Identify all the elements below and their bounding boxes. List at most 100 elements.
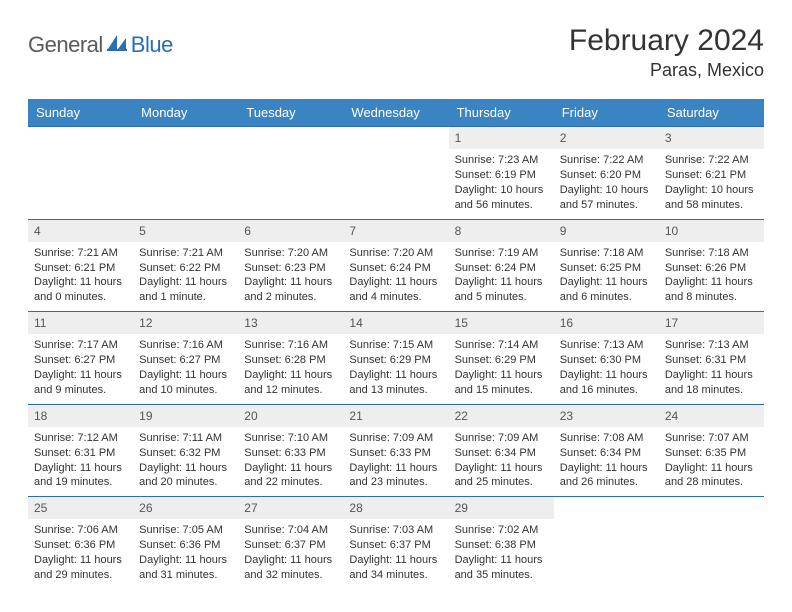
day-number: 24 xyxy=(659,405,764,427)
calendar-cell: 16Sunrise: 7:13 AMSunset: 6:30 PMDayligh… xyxy=(554,312,659,405)
calendar-cell: 27Sunrise: 7:04 AMSunset: 6:37 PMDayligh… xyxy=(238,497,343,589)
cell-content: Sunrise: 7:18 AMSunset: 6:26 PMDaylight:… xyxy=(659,242,764,311)
day-number: 21 xyxy=(343,405,448,427)
daylight-text: Daylight: 11 hours and 10 minutes. xyxy=(139,368,232,398)
cell-content: Sunrise: 7:18 AMSunset: 6:25 PMDaylight:… xyxy=(554,242,659,311)
calendar-cell: 22Sunrise: 7:09 AMSunset: 6:34 PMDayligh… xyxy=(449,404,554,497)
calendar-cell: 3Sunrise: 7:22 AMSunset: 6:21 PMDaylight… xyxy=(659,127,764,220)
cell-content: Sunrise: 7:02 AMSunset: 6:38 PMDaylight:… xyxy=(449,519,554,588)
day-number: 20 xyxy=(238,405,343,427)
sunset-text: Sunset: 6:22 PM xyxy=(139,261,232,276)
day-number: 12 xyxy=(133,312,238,334)
calendar-cell: 20Sunrise: 7:10 AMSunset: 6:33 PMDayligh… xyxy=(238,404,343,497)
cell-content: Sunrise: 7:23 AMSunset: 6:19 PMDaylight:… xyxy=(449,149,554,218)
sunset-text: Sunset: 6:34 PM xyxy=(560,446,653,461)
weekday-wednesday: Wednesday xyxy=(343,99,448,127)
daylight-text: Daylight: 11 hours and 35 minutes. xyxy=(455,553,548,583)
sunset-text: Sunset: 6:37 PM xyxy=(244,538,337,553)
calendar-cell: 21Sunrise: 7:09 AMSunset: 6:33 PMDayligh… xyxy=(343,404,448,497)
sunset-text: Sunset: 6:33 PM xyxy=(244,446,337,461)
calendar-cell xyxy=(28,127,133,220)
daylight-text: Daylight: 11 hours and 19 minutes. xyxy=(34,461,127,491)
daylight-text: Daylight: 11 hours and 2 minutes. xyxy=(244,275,337,305)
logo-text-general: General xyxy=(28,32,103,58)
calendar-cell: 12Sunrise: 7:16 AMSunset: 6:27 PMDayligh… xyxy=(133,312,238,405)
calendar-cell: 6Sunrise: 7:20 AMSunset: 6:23 PMDaylight… xyxy=(238,219,343,312)
weekday-header-row: Sunday Monday Tuesday Wednesday Thursday… xyxy=(28,99,764,127)
sunrise-text: Sunrise: 7:22 AM xyxy=(665,153,758,168)
day-number: 22 xyxy=(449,405,554,427)
calendar-cell xyxy=(238,127,343,220)
cell-content: Sunrise: 7:21 AMSunset: 6:21 PMDaylight:… xyxy=(28,242,133,311)
calendar-cell: 28Sunrise: 7:03 AMSunset: 6:37 PMDayligh… xyxy=(343,497,448,589)
cell-content: Sunrise: 7:19 AMSunset: 6:24 PMDaylight:… xyxy=(449,242,554,311)
day-number: 11 xyxy=(28,312,133,334)
sunset-text: Sunset: 6:32 PM xyxy=(139,446,232,461)
day-number: 15 xyxy=(449,312,554,334)
calendar-cell: 25Sunrise: 7:06 AMSunset: 6:36 PMDayligh… xyxy=(28,497,133,589)
day-number: 8 xyxy=(449,220,554,242)
weekday-monday: Monday xyxy=(133,99,238,127)
sunrise-text: Sunrise: 7:10 AM xyxy=(244,431,337,446)
sunset-text: Sunset: 6:36 PM xyxy=(34,538,127,553)
daylight-text: Daylight: 11 hours and 8 minutes. xyxy=(665,275,758,305)
calendar-cell: 18Sunrise: 7:12 AMSunset: 6:31 PMDayligh… xyxy=(28,404,133,497)
sunrise-text: Sunrise: 7:20 AM xyxy=(244,246,337,261)
calendar-cell xyxy=(659,497,764,589)
sunset-text: Sunset: 6:23 PM xyxy=(244,261,337,276)
cell-content: Sunrise: 7:09 AMSunset: 6:34 PMDaylight:… xyxy=(449,427,554,496)
sunrise-text: Sunrise: 7:21 AM xyxy=(139,246,232,261)
calendar-cell xyxy=(343,127,448,220)
calendar-cell: 15Sunrise: 7:14 AMSunset: 6:29 PMDayligh… xyxy=(449,312,554,405)
daylight-text: Daylight: 11 hours and 16 minutes. xyxy=(560,368,653,398)
sunrise-text: Sunrise: 7:02 AM xyxy=(455,523,548,538)
sunrise-text: Sunrise: 7:23 AM xyxy=(455,153,548,168)
calendar-cell: 5Sunrise: 7:21 AMSunset: 6:22 PMDaylight… xyxy=(133,219,238,312)
cell-content: Sunrise: 7:08 AMSunset: 6:34 PMDaylight:… xyxy=(554,427,659,496)
weekday-sunday: Sunday xyxy=(28,99,133,127)
sunset-text: Sunset: 6:24 PM xyxy=(455,261,548,276)
cell-content: Sunrise: 7:09 AMSunset: 6:33 PMDaylight:… xyxy=(343,427,448,496)
sunset-text: Sunset: 6:35 PM xyxy=(665,446,758,461)
cell-content: Sunrise: 7:03 AMSunset: 6:37 PMDaylight:… xyxy=(343,519,448,588)
sunrise-text: Sunrise: 7:11 AM xyxy=(139,431,232,446)
cell-content: Sunrise: 7:06 AMSunset: 6:36 PMDaylight:… xyxy=(28,519,133,588)
daylight-text: Daylight: 11 hours and 15 minutes. xyxy=(455,368,548,398)
sunrise-text: Sunrise: 7:09 AM xyxy=(349,431,442,446)
sunrise-text: Sunrise: 7:18 AM xyxy=(560,246,653,261)
weekday-friday: Friday xyxy=(554,99,659,127)
cell-content: Sunrise: 7:16 AMSunset: 6:28 PMDaylight:… xyxy=(238,334,343,403)
day-number: 10 xyxy=(659,220,764,242)
logo-text-blue: Blue xyxy=(131,32,173,58)
sunset-text: Sunset: 6:21 PM xyxy=(34,261,127,276)
day-number: 6 xyxy=(238,220,343,242)
cell-content: Sunrise: 7:20 AMSunset: 6:24 PMDaylight:… xyxy=(343,242,448,311)
calendar-cell: 14Sunrise: 7:15 AMSunset: 6:29 PMDayligh… xyxy=(343,312,448,405)
sunset-text: Sunset: 6:33 PM xyxy=(349,446,442,461)
sunset-text: Sunset: 6:27 PM xyxy=(34,353,127,368)
sunset-text: Sunset: 6:28 PM xyxy=(244,353,337,368)
weekday-saturday: Saturday xyxy=(659,99,764,127)
weekday-thursday: Thursday xyxy=(449,99,554,127)
sunset-text: Sunset: 6:29 PM xyxy=(349,353,442,368)
sunset-text: Sunset: 6:34 PM xyxy=(455,446,548,461)
daylight-text: Daylight: 11 hours and 34 minutes. xyxy=(349,553,442,583)
day-number: 7 xyxy=(343,220,448,242)
logo-sail-icon xyxy=(106,34,128,57)
sunrise-text: Sunrise: 7:14 AM xyxy=(455,338,548,353)
weekday-tuesday: Tuesday xyxy=(238,99,343,127)
cell-content: Sunrise: 7:22 AMSunset: 6:20 PMDaylight:… xyxy=(554,149,659,218)
daylight-text: Daylight: 10 hours and 56 minutes. xyxy=(455,183,548,213)
calendar-week-row: 18Sunrise: 7:12 AMSunset: 6:31 PMDayligh… xyxy=(28,404,764,497)
sunrise-text: Sunrise: 7:04 AM xyxy=(244,523,337,538)
calendar-week-row: 4Sunrise: 7:21 AMSunset: 6:21 PMDaylight… xyxy=(28,219,764,312)
sunset-text: Sunset: 6:21 PM xyxy=(665,168,758,183)
title-block: February 2024 Paras, Mexico xyxy=(569,24,764,81)
day-number: 18 xyxy=(28,405,133,427)
cell-content: Sunrise: 7:20 AMSunset: 6:23 PMDaylight:… xyxy=(238,242,343,311)
day-number: 23 xyxy=(554,405,659,427)
month-title: February 2024 xyxy=(569,24,764,58)
calendar-cell: 23Sunrise: 7:08 AMSunset: 6:34 PMDayligh… xyxy=(554,404,659,497)
sunset-text: Sunset: 6:26 PM xyxy=(665,261,758,276)
daylight-text: Daylight: 11 hours and 28 minutes. xyxy=(665,461,758,491)
